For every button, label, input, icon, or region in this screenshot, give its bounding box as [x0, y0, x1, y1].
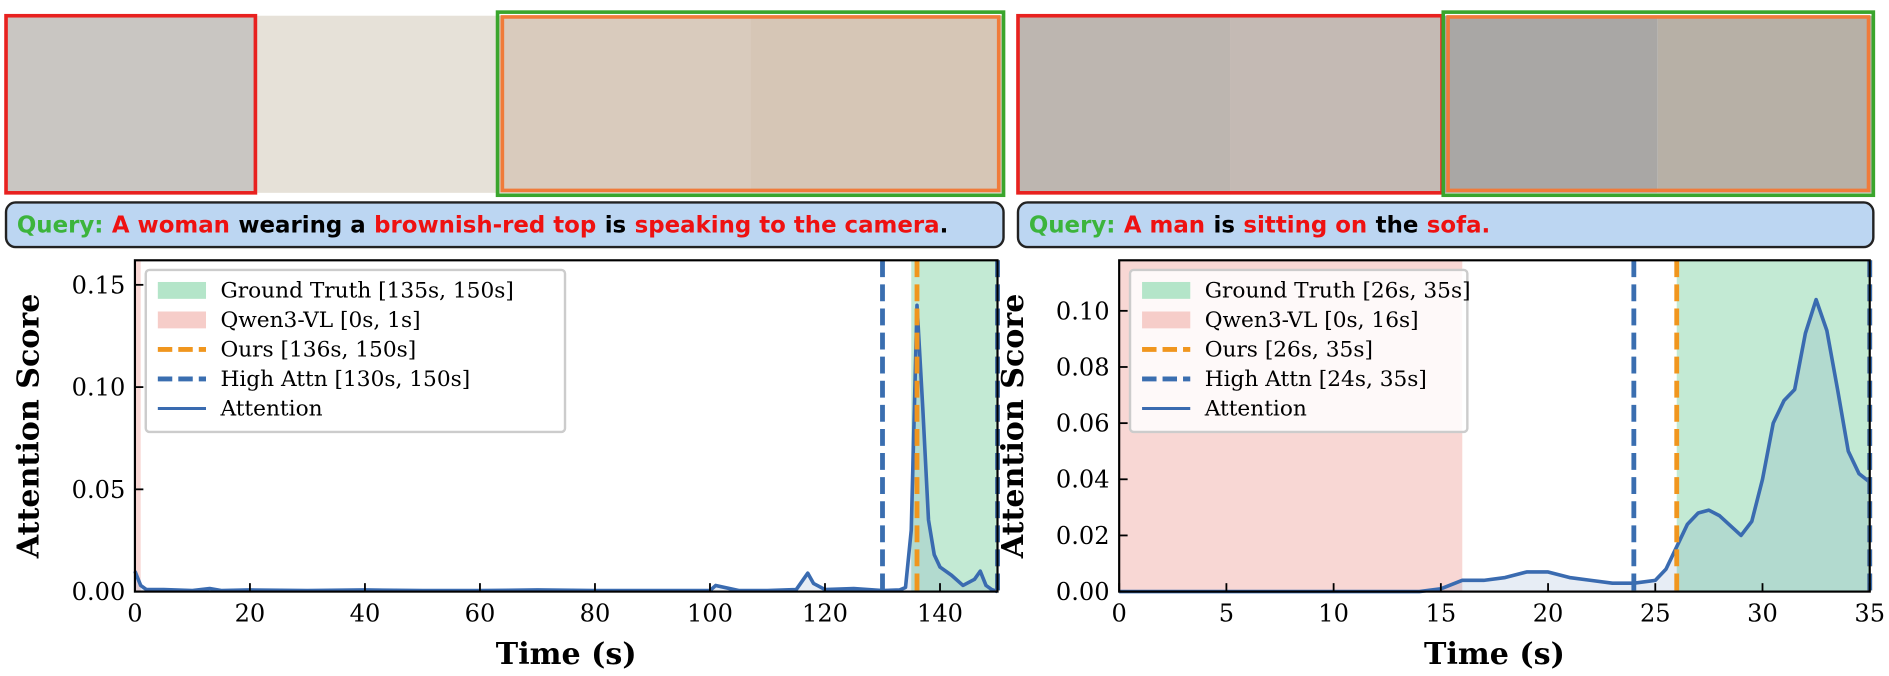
query-box [1016, 201, 1875, 249]
legend-label: Ours [136s, 150s] [220, 338, 416, 363]
legend-label: High Attn [24s, 35s] [1205, 367, 1427, 392]
y-tick-label: 0.10 [72, 374, 126, 402]
x-tick-label: 100 [687, 600, 733, 628]
query-part: speaking to the camera [635, 213, 940, 239]
x-tick-label: 0 [127, 600, 142, 628]
frame-image [1443, 15, 1658, 193]
query-part: A man [1124, 213, 1205, 239]
y-tick-label: 0.05 [72, 476, 126, 504]
y-axis-label: Attention Score [12, 294, 47, 560]
legend-label: Qwen3-VL [0s, 1s] [220, 308, 420, 333]
x-tick-label: 140 [917, 600, 963, 628]
legend-label: Ours [26s, 35s] [1205, 338, 1373, 363]
y-tick-label: 0.02 [1056, 522, 1110, 550]
query-part: sofa. [1427, 213, 1490, 239]
legend-label: High Attn [130s, 150s] [220, 367, 470, 392]
frame-image [1017, 15, 1231, 193]
query-text: Query: A man is sitting on the sofa. [1029, 213, 1490, 239]
video-frames [4, 10, 1876, 198]
x-tick-label: 120 [802, 600, 848, 628]
attention-line [133, 303, 999, 594]
frame-border [1446, 15, 1871, 193]
query-part: . [940, 213, 949, 239]
y-axis-label: Attention Score [996, 294, 1031, 560]
attention-area [1119, 299, 1870, 592]
frame-border [1441, 10, 1876, 198]
x-axis-label: Time (s) [496, 637, 637, 672]
y-tick-label: 0.08 [1056, 353, 1110, 381]
legend-swatch [1142, 281, 1191, 299]
legend-label: Ground Truth [135s, 150s] [220, 279, 513, 304]
legend-label: Ground Truth [26s, 35s] [1205, 279, 1471, 304]
legend-swatch [1142, 311, 1191, 329]
query-part: brownish-red top [374, 213, 596, 239]
legend-swatch [157, 311, 207, 329]
query-part: wearing a [238, 213, 365, 239]
legend-swatch [157, 281, 207, 299]
x-tick-label: 80 [580, 600, 611, 628]
query-part: is [605, 213, 626, 239]
plot-frame [133, 259, 999, 593]
legend-label: Qwen3-VL [0s, 16s] [1205, 308, 1419, 333]
query-part: Query: [1029, 213, 1116, 239]
frame-image [6, 15, 256, 193]
x-tick-label: 5 [1219, 600, 1234, 628]
y-tick-label: 0.06 [1056, 410, 1110, 438]
frame-image [1657, 15, 1874, 193]
x-tick-label: 25 [1640, 600, 1671, 628]
x-tick-label: 35 [1854, 600, 1885, 628]
frame-border [495, 10, 1006, 198]
x-tick-label: 0 [1112, 600, 1127, 628]
x-tick-label: 15 [1426, 600, 1457, 628]
plot-frame [1118, 259, 1871, 593]
legend-label: Attention [1204, 397, 1307, 422]
y-tick-label: 0.10 [1056, 297, 1110, 325]
x-tick-label: 20 [235, 600, 266, 628]
query-part: is [1214, 213, 1235, 239]
x-axis-label: Time (s) [1424, 637, 1565, 672]
frame-border [500, 15, 1001, 193]
x-tick-label: 20 [1533, 600, 1564, 628]
query-part: A woman [112, 213, 230, 239]
query-text: Query: A woman wearing a brownish-red top is… [17, 213, 948, 239]
y-tick-label: 0.00 [72, 578, 126, 606]
y-tick-label: 0.15 [72, 271, 126, 299]
x-tick-label: 40 [350, 600, 381, 628]
y-tick-label: 0.00 [1056, 578, 1110, 606]
query-box [4, 201, 1005, 249]
frame-image [750, 15, 1004, 193]
attention-area [134, 305, 998, 592]
y-tick-label: 0.04 [1056, 466, 1110, 494]
query-part: Query: [17, 213, 104, 239]
attention-line [1119, 297, 1871, 594]
query-part: the [1376, 213, 1419, 239]
legend-box [144, 268, 567, 434]
legend-label: Attention [219, 397, 322, 422]
query-part: sitting on [1243, 213, 1367, 239]
x-tick-label: 10 [1318, 600, 1349, 628]
frame-image [1230, 15, 1443, 193]
x-tick-label: 30 [1747, 600, 1778, 628]
frame-image [497, 15, 751, 193]
frame-border [4, 13, 258, 195]
x-tick-label: 60 [465, 600, 496, 628]
span [134, 260, 141, 592]
frame-image [255, 15, 498, 193]
legend-box [1128, 268, 1469, 434]
span [911, 260, 998, 592]
